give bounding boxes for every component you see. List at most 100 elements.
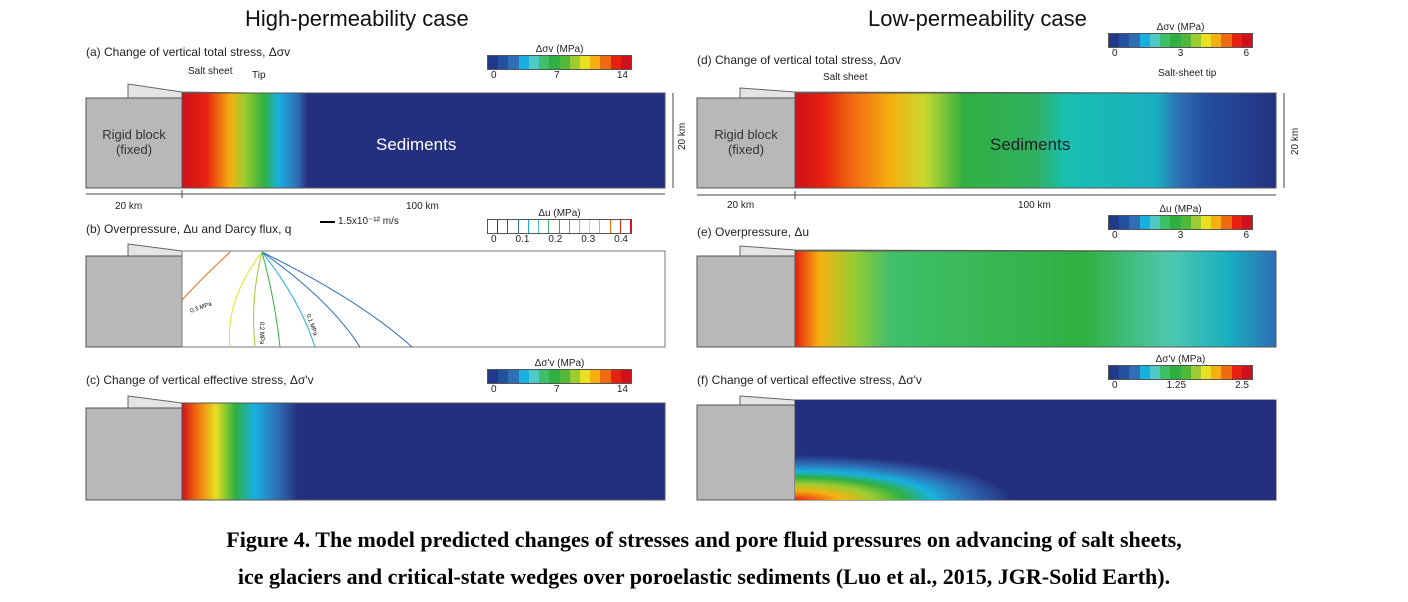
contour-label: 0.2 MPa: [258, 321, 265, 345]
colorbar-swatch: [498, 370, 509, 383]
sediments-label: Sediments: [990, 135, 1071, 154]
colorbar-swatch: [1221, 34, 1232, 47]
panel-d-label: (d) Change of vertical total stress, Δσv: [697, 53, 902, 67]
colorbar-swatch: [559, 370, 570, 383]
colorbar-swatch: [1241, 216, 1253, 229]
panel-c-label: (c) Change of vertical effective stress,…: [86, 373, 314, 387]
colorbar-swatch: [528, 56, 540, 69]
panel-f-graphic: [696, 395, 1277, 501]
panel-a-graphic: [85, 83, 674, 198]
figure-graphics: [85, 83, 1285, 501]
width-20km: 20 km: [115, 201, 143, 212]
colorbar-swatch: [1119, 366, 1130, 379]
colorbar-swatch: [1149, 216, 1161, 229]
colorbar-swatch: [600, 370, 611, 383]
colorbar-contour-line: [570, 220, 580, 233]
left-case-title: High-permeability case: [245, 6, 469, 31]
colorbar-swatch: [1129, 34, 1140, 47]
colorbar-contour-line: [519, 220, 529, 233]
colorbar-swatch: [1211, 216, 1222, 229]
colorbar-swatch: [1109, 34, 1120, 47]
colorbar-swatch: [1211, 366, 1222, 379]
colorbar-swatch: [1231, 366, 1242, 379]
colorbar-swatch: [549, 56, 560, 69]
salt-sheet-label: Salt sheet: [823, 72, 868, 83]
rigid-block-label: Rigid block (fixed): [102, 127, 166, 157]
colorbar-swatch: [528, 370, 540, 383]
colorbar-contour-line: [508, 220, 519, 233]
panel-e-graphic: [696, 245, 1277, 348]
depth-label: 20 km: [1290, 127, 1301, 155]
figure-caption-line-2: ice glaciers and critical-state wedges o…: [237, 564, 1171, 589]
colorbar-swatch: [1200, 366, 1212, 379]
colorbar-contour-line: [621, 220, 632, 233]
colorbar-b: Δu (MPa) 0 0.1 0.2 0.3 0.4: [487, 208, 632, 245]
colorbar-swatch: [1170, 34, 1181, 47]
salt-sheet-label: Salt sheet: [188, 66, 233, 77]
colorbar-swatch: [1190, 34, 1201, 47]
colorbar-swatch: [1241, 34, 1253, 47]
width-100km: 100 km: [1018, 200, 1051, 211]
colorbar-contour-line: [539, 220, 550, 233]
colorbar-swatch: [1160, 216, 1171, 229]
sediments-label: Sediments: [376, 135, 457, 154]
colorbar-swatch: [1200, 34, 1212, 47]
colorbar-swatch: [1180, 366, 1191, 379]
colorbar-swatch: [1180, 216, 1191, 229]
colorbar-swatch: [488, 370, 499, 383]
colorbar-swatch: [1200, 216, 1212, 229]
panel-d-graphic: [696, 87, 1285, 199]
colorbar-swatch: [1221, 366, 1232, 379]
colorbar-contour-line: [600, 220, 611, 233]
colorbar-swatch: [1139, 366, 1150, 379]
rigid-block-label: Rigid block (fixed): [714, 127, 778, 157]
colorbar-swatch: [1109, 216, 1120, 229]
colorbar-contour-line: [498, 220, 509, 233]
colorbar-contour-line: [611, 220, 621, 233]
colorbar-swatch: [569, 56, 580, 69]
width-100km: 100 km: [406, 201, 439, 212]
colorbar-swatch: [1129, 366, 1140, 379]
panel-c-graphic: [85, 395, 666, 501]
colorbar-a: Δσv (MPa) 0 7 14: [487, 44, 632, 81]
colorbar-swatch: [508, 56, 519, 69]
colorbar-swatch: [1221, 216, 1232, 229]
colorbar-swatch: [620, 370, 632, 383]
colorbar-swatch: [508, 370, 519, 383]
colorbar-swatch: [1109, 366, 1120, 379]
colorbar-swatch: [518, 370, 529, 383]
colorbar-swatch: [518, 56, 529, 69]
colorbar-contour-line: [590, 220, 601, 233]
colorbar-swatch: [1231, 34, 1242, 47]
colorbar-swatch: [488, 56, 499, 69]
tip-label: Tip: [252, 70, 266, 81]
colorbar-swatch: [1211, 34, 1222, 47]
colorbar-swatch: [620, 56, 632, 69]
colorbar-swatch: [559, 56, 570, 69]
colorbar-contour-line: [488, 220, 499, 233]
panel-a-label: (a) Change of vertical total stress, Δσv: [86, 45, 291, 59]
colorbar-swatch: [1180, 34, 1191, 47]
colorbar-swatch: [590, 370, 601, 383]
panel-b-graphic: [85, 221, 666, 348]
colorbar-f: Δσ'v (MPa) 0 1.25 2.5: [1108, 354, 1253, 391]
colorbar-swatch: [1170, 216, 1181, 229]
colorbar-swatch: [610, 56, 621, 69]
colorbar-swatch: [1149, 34, 1161, 47]
width-20km: 20 km: [727, 200, 755, 211]
colorbar-swatch: [539, 56, 550, 69]
colorbar-swatch: [498, 56, 509, 69]
colorbar-swatch: [1129, 216, 1140, 229]
right-case-title: Low-permeability case: [868, 6, 1087, 31]
colorbar-swatch: [1190, 216, 1201, 229]
colorbar-swatch: [1160, 366, 1171, 379]
darcy-flux-scale: 1.5x10⁻¹² m/s: [338, 216, 399, 227]
panel-b-label: (b) Overpressure, Δu and Darcy flux, q: [86, 222, 292, 236]
colorbar-contour-line: [529, 220, 540, 233]
colorbar-swatch: [1190, 366, 1201, 379]
colorbar-contour-line: [549, 220, 560, 233]
salt-sheet-tip-label: Salt-sheet tip: [1158, 68, 1217, 79]
colorbar-swatch: [1241, 366, 1253, 379]
